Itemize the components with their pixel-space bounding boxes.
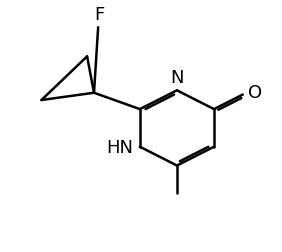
Text: HN: HN (106, 139, 133, 157)
Text: F: F (94, 6, 105, 24)
Text: N: N (170, 69, 184, 87)
Text: O: O (248, 84, 262, 102)
